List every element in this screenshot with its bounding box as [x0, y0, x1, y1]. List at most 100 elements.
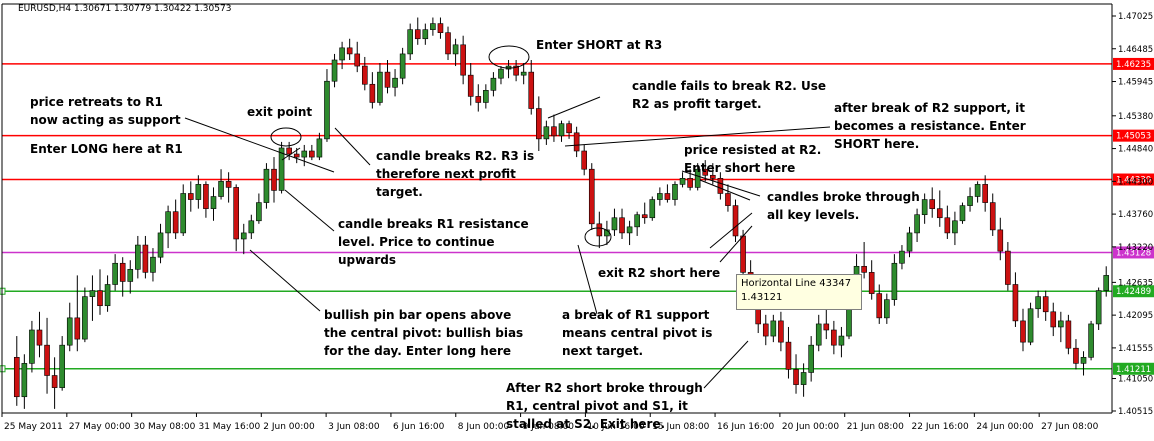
- annotation-leader-line: [284, 189, 335, 232]
- annotation-leader-line: [709, 212, 753, 249]
- annotation-leader-line: [577, 244, 598, 315]
- candle-body: [717, 178, 724, 194]
- candle-body: [952, 220, 958, 234]
- candle-body: [369, 83, 376, 103]
- candle-body: [876, 293, 883, 319]
- candle-body: [997, 229, 1004, 252]
- candle-body: [384, 71, 391, 88]
- candle-body: [150, 256, 156, 273]
- candle-body: [361, 65, 368, 85]
- pivot-level-value: 1.45053: [1116, 132, 1151, 142]
- candle-body: [1042, 296, 1049, 313]
- candle-body: [165, 211, 171, 234]
- candle-body: [914, 214, 920, 234]
- x-tick-label: 22 Jun 16:00: [912, 422, 969, 432]
- annotation-line: exit R2 short here: [598, 266, 720, 280]
- annotation-line: candle breaks R2. R3 is: [376, 149, 534, 163]
- candle-body: [959, 205, 966, 222]
- candle-body: [97, 290, 103, 307]
- candle-body: [536, 108, 542, 140]
- x-tick-label: 27 May 00:00: [69, 422, 131, 432]
- candle-body: [1005, 250, 1011, 285]
- candle-body: [240, 232, 247, 240]
- candle-body: [210, 196, 217, 209]
- candle-body: [195, 184, 202, 200]
- candle-body: [861, 265, 867, 273]
- candle-body: [29, 329, 35, 364]
- x-tick-label: 16 Jun 16:00: [717, 422, 774, 432]
- candle-body: [430, 23, 436, 30]
- candle-body: [339, 47, 345, 61]
- annotation-price-resisted-r2: price resisted at R2. Enter short here: [684, 143, 821, 175]
- candle-body: [248, 220, 255, 234]
- candle-body: [808, 344, 814, 373]
- pivot-level-tag: [1113, 362, 1154, 375]
- annotation-line: Enter short here: [684, 161, 795, 175]
- y-tick-label: 1.45380: [1118, 112, 1153, 122]
- x-tick-label: 31 May 16:00: [198, 422, 260, 432]
- x-tick-label: 8 Jun 00:00: [458, 422, 510, 432]
- annotation-line: stalled at S2. Exit here.: [506, 417, 665, 431]
- candle-body: [127, 269, 134, 282]
- candle-body: [679, 178, 686, 185]
- tooltip-title: Horizontal Line 43347: [741, 278, 852, 289]
- candle-body: [778, 320, 784, 343]
- annotation-line: the central pivot: bullish bias: [324, 326, 523, 340]
- x-tick-label: 21 Jun 08:00: [847, 422, 904, 432]
- candle-body: [225, 181, 232, 188]
- candle-body: [51, 375, 58, 388]
- candle-body: [936, 208, 943, 219]
- candle-body: [815, 323, 822, 346]
- pivot-level-value: 1.44330: [1116, 176, 1151, 186]
- y-tick-label: 1.42095: [1118, 311, 1153, 321]
- candle-body: [278, 147, 285, 191]
- candle-body: [271, 168, 277, 191]
- annotation-line: level. Price to continue: [338, 235, 494, 249]
- candle-body: [702, 168, 709, 176]
- candle-body: [392, 77, 398, 88]
- candle-body: [301, 150, 308, 158]
- candle-body: [13, 357, 20, 398]
- candle-body: [982, 184, 988, 203]
- annotation-line: price resisted at R2.: [684, 143, 821, 157]
- candle-body: [838, 335, 845, 346]
- candle-body: [921, 199, 928, 216]
- annotation-line: Enter SHORT at R3: [536, 38, 662, 52]
- y-tick-label: 1.43760: [1118, 210, 1153, 220]
- chart-header: EURUSD,H4 1.30671 1.30779 1.30422 1.3057…: [18, 4, 231, 14]
- candle-body: [483, 90, 489, 103]
- candle-body: [573, 132, 580, 152]
- candle-body: [490, 77, 497, 91]
- candle-body: [172, 211, 179, 234]
- annotation-line: candle fails to break R2. Use: [632, 79, 826, 93]
- candle-body: [694, 168, 701, 188]
- annotation-line: all key levels.: [767, 208, 859, 222]
- x-tick-label: 27 Jun 08:00: [1041, 422, 1098, 432]
- x-tick-label: 9 Jun 08:00: [523, 422, 575, 432]
- annotation-break-r1-support: a break of R1 support means central pivot…: [562, 308, 712, 358]
- candle-body: [104, 284, 111, 307]
- x-tick-label: 6 Jun 16:00: [393, 422, 445, 432]
- y-tick-label: 1.41050: [1118, 375, 1153, 385]
- x-tick-label: 24 Jun 00:00: [976, 422, 1033, 432]
- annotation-line: R1, central pivot and S1, it: [506, 399, 688, 413]
- annotation-line: price retreats to R1: [30, 95, 163, 109]
- annotation-line: a break of R1 support: [562, 308, 710, 322]
- y-tick-label: 1.44840: [1118, 145, 1153, 155]
- annotation-line: becomes a resistance. Enter: [834, 119, 1026, 133]
- candle-body: [36, 329, 43, 346]
- annotation-leader-line: [564, 126, 831, 147]
- candle-body: [452, 44, 459, 55]
- candle-body: [1012, 284, 1019, 322]
- annotation-candle-fails-r2: candle fails to break R2. Use R2 as profi…: [632, 79, 826, 111]
- candle-body: [823, 323, 830, 331]
- candle-body: [581, 150, 587, 170]
- candle-body: [891, 262, 898, 300]
- candle-body: [762, 323, 769, 337]
- annotation-circle: [584, 227, 612, 247]
- candle-body: [944, 217, 951, 234]
- annotation-leader-line: [281, 147, 301, 161]
- pivot-level-value: 1.41211: [1116, 365, 1151, 375]
- candle-body: [467, 74, 474, 97]
